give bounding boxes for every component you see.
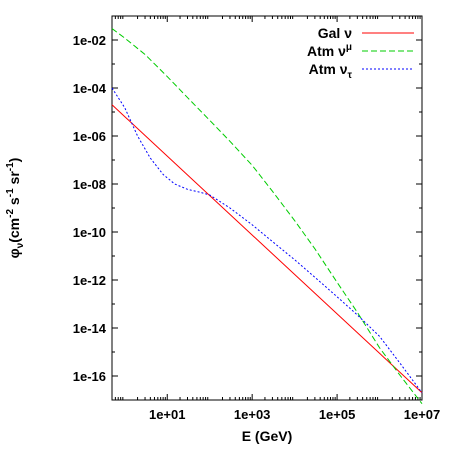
y-tick-label: 1e-12 <box>73 273 106 288</box>
x-axis-ticks: 1e+01 1e+03 1e+05 1e+07 <box>111 16 441 422</box>
y-tick-label: 1e-16 <box>73 369 106 384</box>
y-axis-label-exp2: -1 <box>5 188 16 197</box>
plot-frame <box>111 15 423 401</box>
y-tick-label: 1e-06 <box>73 129 106 144</box>
y-axis-ticks: 1e-02 1e-04 1e-06 1e-08 1e-10 1e-12 1e-14 1e-16 <box>73 15 422 401</box>
legend-label-0: Gal ν <box>318 25 352 41</box>
y-axis-label-mid1: s <box>6 197 22 209</box>
y-axis-label-exp3: -1 <box>5 162 16 171</box>
y-axis-label: φν(cm-2 s-1 sr-1) <box>5 158 26 259</box>
y-tick-label: 1e-04 <box>73 81 107 96</box>
y-axis-label-mid2: sr <box>6 171 22 189</box>
series-line-0 <box>111 104 423 394</box>
x-tick-label: 1e+05 <box>319 407 356 422</box>
x-tick-label: 1e+01 <box>149 407 186 422</box>
y-tick-label: 1e-02 <box>73 33 106 48</box>
x-tick-label: 1e+03 <box>234 407 271 422</box>
y-tick-label: 1e-10 <box>73 225 106 240</box>
series-line-1 <box>111 28 423 405</box>
y-axis-label-close: ) <box>6 158 22 163</box>
series-lines <box>111 28 423 405</box>
legend-label-main: Atm ν <box>309 61 348 77</box>
series-line-2 <box>111 87 423 394</box>
legend-label-2: Atm ντ <box>309 61 353 81</box>
y-axis-label-units: (cm <box>6 218 22 243</box>
legend-label-main: Gal ν <box>318 25 352 41</box>
x-tick-label: 1e+07 <box>404 407 441 422</box>
legend-label-main: Atm ν <box>307 43 346 59</box>
x-axis-label: E (GeV) <box>242 428 293 444</box>
legend-label-sub: τ <box>348 70 353 81</box>
y-axis-label-base: φ <box>6 248 22 258</box>
y-axis-label-base-sub: ν <box>15 242 26 248</box>
y-tick-label: 1e-14 <box>73 321 107 336</box>
legend-label-sup: μ <box>346 42 352 53</box>
y-tick-label: 1e-08 <box>73 177 106 192</box>
y-axis-label-exp1: -2 <box>5 209 16 218</box>
legend-label-1: Atm νμ <box>307 42 352 59</box>
